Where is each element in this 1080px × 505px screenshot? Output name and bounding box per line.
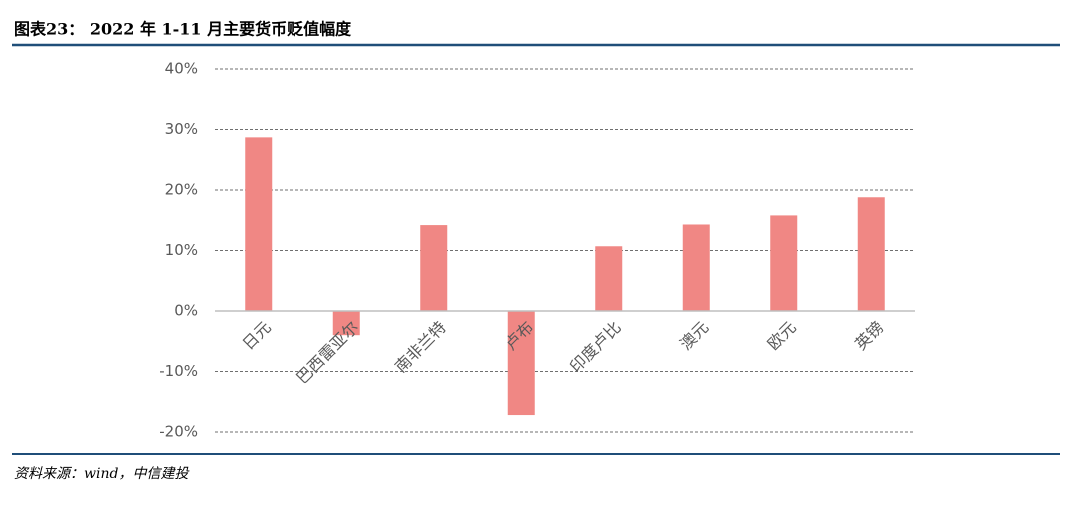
x-tick-label: 欧元 <box>764 318 800 354</box>
bar <box>332 311 360 336</box>
y-tick-label: 30% <box>165 120 198 138</box>
x-tick-label: 英镑 <box>851 318 887 354</box>
bar <box>595 246 623 311</box>
x-tick-label: 南非兰特 <box>391 318 450 377</box>
bar <box>857 197 885 311</box>
x-tick-label: 印度卢比 <box>566 318 625 377</box>
bar <box>420 225 448 311</box>
bar <box>245 137 273 311</box>
x-tick-label: 澳元 <box>676 318 712 354</box>
y-tick-label: 40% <box>165 60 198 78</box>
bar <box>770 215 798 311</box>
bar <box>507 311 535 416</box>
bar <box>682 224 710 311</box>
y-tick-label: 20% <box>165 181 198 199</box>
x-tick-label: 日元 <box>239 318 275 354</box>
y-tick-label: -20% <box>159 423 198 441</box>
figure-title: 图表23： 2022 年 1-11 月主要货币贬值幅度 <box>14 20 352 39</box>
source-note: 资料来源：wind，中信建投 <box>14 466 190 482</box>
y-tick-label: -10% <box>159 362 198 380</box>
y-tick-label: 0% <box>174 302 198 320</box>
x-tick-label: 巴西雷亚尔 <box>292 318 362 388</box>
y-tick-label: 10% <box>165 241 198 259</box>
